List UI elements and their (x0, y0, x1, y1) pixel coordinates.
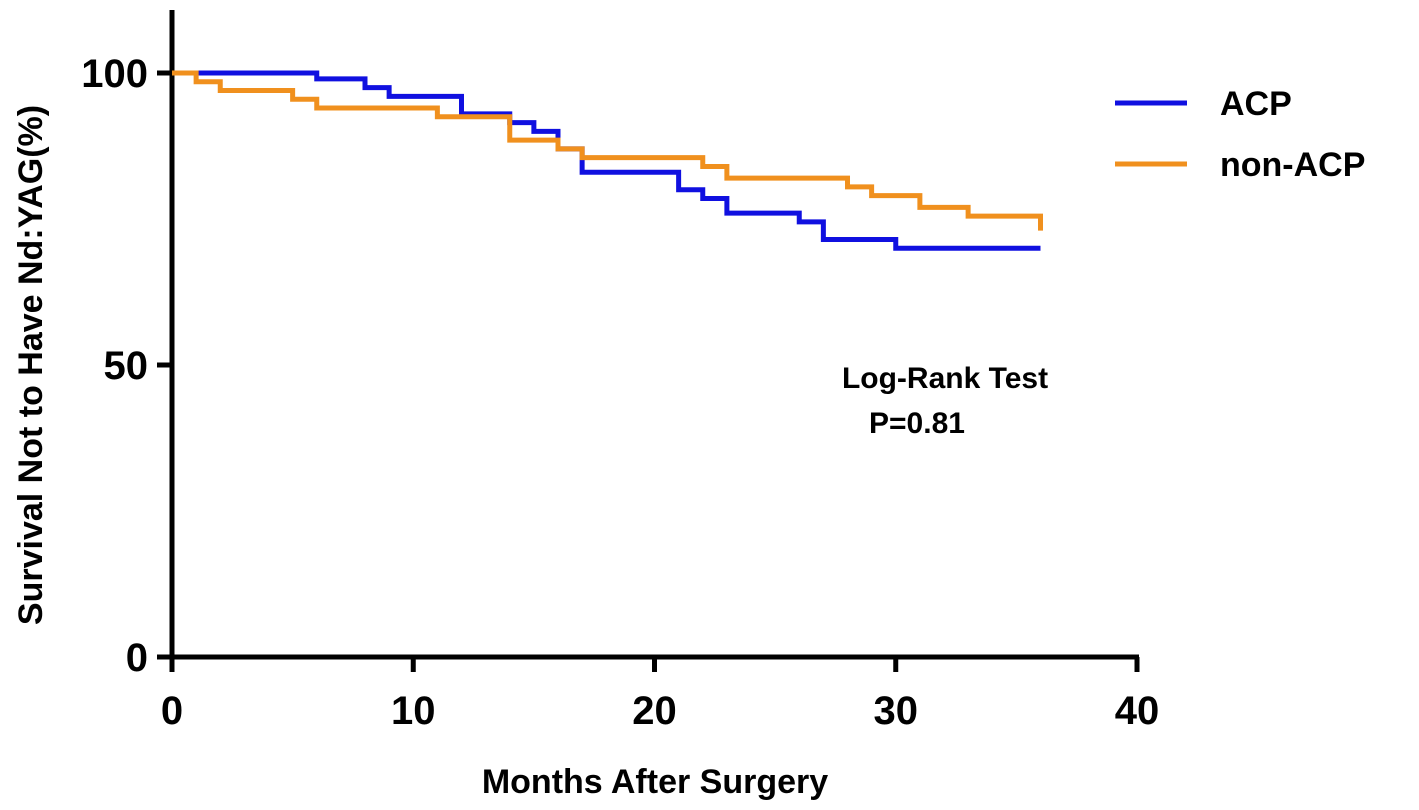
y-tick-label: 0 (126, 636, 148, 680)
x-tick-label: 40 (1115, 689, 1160, 733)
legend: ACP non-ACP (1115, 85, 1365, 184)
x-axis-title: Months After Surgery (482, 763, 828, 801)
series-line-non-acp (172, 70, 1043, 231)
x-tick-label: 10 (391, 689, 436, 733)
annotation-test-name: Log-Rank Test (842, 362, 1048, 395)
series-layer (172, 70, 1043, 251)
x-tick-label: 0 (161, 689, 183, 733)
y-axis-title: Survival Not to Have Nd:YAG(%) (12, 105, 50, 625)
y-tick-label: 50 (104, 344, 149, 388)
axes: 0 10 20 30 40 0 50 100 (81, 10, 1159, 733)
x-tick-label: 20 (632, 689, 677, 733)
legend-label-acp: ACP (1220, 85, 1292, 123)
legend-label-non-acp: non-ACP (1220, 146, 1365, 184)
x-tick-label: 30 (874, 689, 919, 733)
y-tick-label: 100 (81, 52, 148, 96)
annotation-p-value: P=0.81 (869, 407, 965, 440)
